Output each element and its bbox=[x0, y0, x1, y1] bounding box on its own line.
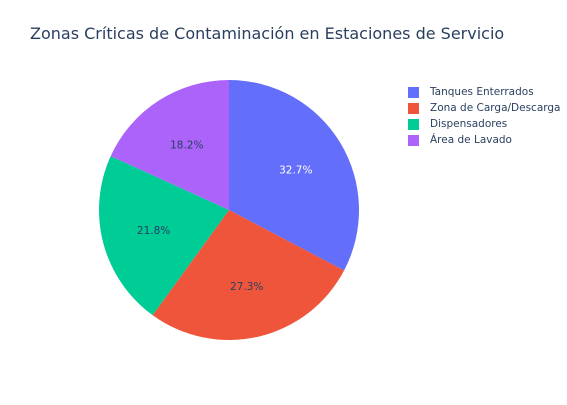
slice-label-dispensadores: 21.8% bbox=[137, 225, 170, 237]
legend-swatch-area-de-lavado bbox=[408, 134, 419, 146]
legend-label-dispensadores: Dispensadores bbox=[430, 118, 508, 130]
legend-swatch-tanques-enterrados bbox=[408, 86, 419, 98]
pie-slice-tanques-enterrados[interactable] bbox=[229, 80, 359, 271]
pie-slice-zona-de-carga-descarga[interactable] bbox=[152, 210, 345, 340]
pie-slice-area-de-lavado[interactable] bbox=[110, 79, 229, 210]
legend-label-tanques-enterrados: Tanques Enterrados bbox=[430, 86, 534, 98]
pie-slices bbox=[99, 79, 359, 340]
legend: Tanques Enterrados Zona de Carga/Descarga… bbox=[408, 84, 561, 148]
legend-item-zona-de-carga-descarga[interactable]: Zona de Carga/Descarga bbox=[408, 100, 561, 116]
legend-label-area-de-lavado: Área de Lavado bbox=[430, 134, 512, 146]
pie-slice-dispensadores[interactable] bbox=[99, 156, 229, 316]
pie-slice-labels: 32.7% 27.3% 21.8% 18.2% bbox=[137, 139, 313, 293]
legend-item-area-de-lavado[interactable]: Área de Lavado bbox=[408, 132, 561, 148]
chart-title: Zonas Críticas de Contaminación en Estac… bbox=[30, 24, 505, 43]
legend-item-tanques-enterrados[interactable]: Tanques Enterrados bbox=[408, 84, 561, 100]
slice-label-tanques-enterrados: 32.7% bbox=[279, 165, 312, 177]
legend-swatch-zona-de-carga-descarga bbox=[408, 102, 419, 114]
legend-swatch-dispensadores bbox=[408, 118, 419, 130]
legend-label-zona-de-carga-descarga: Zona de Carga/Descarga bbox=[430, 102, 561, 114]
legend-item-dispensadores[interactable]: Dispensadores bbox=[408, 116, 561, 132]
slice-label-area-de-lavado: 18.2% bbox=[170, 139, 203, 151]
slice-label-zona-de-carga-descarga: 27.3% bbox=[230, 281, 263, 293]
